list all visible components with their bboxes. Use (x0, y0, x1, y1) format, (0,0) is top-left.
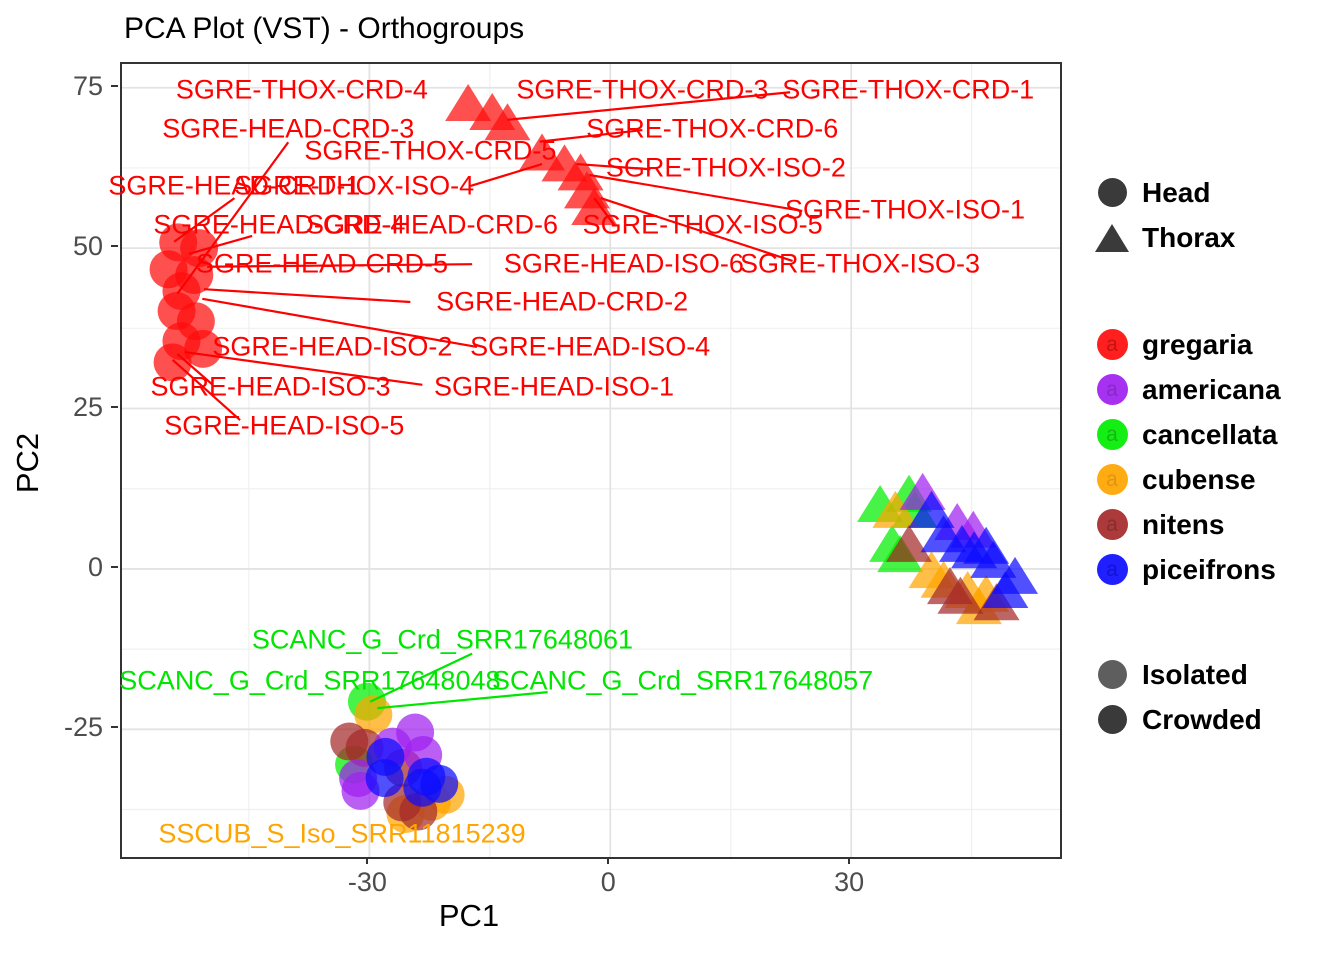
plot-title: PCA Plot (VST) - Orthogroups (124, 12, 525, 45)
legend-key-letter: a (1106, 513, 1118, 536)
y-tick-label: 25 (72, 391, 103, 422)
americana-color-key-icon: a (1096, 374, 1128, 405)
legend-label: piceifrons (1142, 553, 1276, 585)
isolated-alpha-key-icon (1097, 660, 1127, 689)
cubense-color-key-icon: a (1096, 464, 1128, 495)
legend-item-crowded: Crowded (1092, 697, 1344, 742)
point-gregaria-thorax (445, 84, 492, 122)
leader-line (369, 652, 473, 703)
y-tick-label: 75 (72, 70, 103, 101)
leader-line (589, 173, 803, 213)
leader-line (176, 141, 290, 295)
legend-species-group: a gregaria a americana a cancellata a cubense a n… (1092, 322, 1344, 592)
legend-label: cubense (1142, 463, 1256, 495)
leader-line (600, 197, 793, 263)
x-tick-label: 30 (834, 867, 865, 897)
legend-item-thorax: Thorax (1092, 215, 1344, 260)
leader-line (377, 691, 548, 710)
x-tick-mark (848, 857, 851, 864)
scatter-plot-canvas (122, 64, 1060, 857)
leader-line (173, 197, 236, 243)
leader-line (507, 91, 791, 121)
point-gregaria-thorax (519, 133, 566, 171)
legend-key-letter: a (1106, 423, 1118, 446)
legend-item-gregaria: a gregaria (1092, 322, 1344, 367)
point-cubense-head (354, 695, 393, 734)
point-gregaria-thorax (484, 103, 531, 141)
leader-line (171, 358, 241, 421)
cancellata-color-key-icon: a (1096, 419, 1128, 450)
legend-item-isolated: Isolated (1092, 652, 1344, 697)
x-tick-mark (607, 857, 610, 864)
legend-label: Head (1142, 176, 1211, 208)
leader-line (184, 350, 423, 386)
legend-label: gregaria (1142, 328, 1253, 360)
leader-line (593, 197, 616, 226)
point-cubense-thorax (872, 490, 919, 528)
crowded-alpha-key-icon (1097, 705, 1127, 734)
legend-item-cancellata: a cancellata (1092, 412, 1344, 457)
legend-key-letter: a (1106, 558, 1118, 581)
y-tick-label: 50 (72, 231, 103, 262)
y-tick-mark (111, 726, 118, 729)
thorax-triangle-icon (1095, 223, 1129, 252)
point-gregaria-thorax (571, 187, 618, 225)
nitens-color-key-icon: a (1096, 509, 1128, 540)
y-axis-title: PC2 (10, 432, 45, 494)
legend-key-letter: a (1106, 468, 1118, 491)
y-tick-mark (111, 84, 118, 87)
legend-item-nitens: a nitens (1092, 502, 1344, 547)
legend-label: Thorax (1142, 221, 1236, 253)
point-nitens-thorax (937, 576, 984, 614)
leader-line (539, 128, 643, 143)
piceifrons-color-key-icon: a (1096, 554, 1128, 585)
x-tick-label: 0 (600, 867, 616, 897)
y-tick-label: 0 (87, 551, 103, 582)
point-piceifrons-thorax (970, 540, 1017, 578)
y-tick-label: -25 (63, 712, 103, 743)
leader-line (576, 162, 651, 171)
y-tick-mark (111, 245, 118, 248)
legend-shape-group: Head Thorax (1092, 170, 1344, 260)
legend-alpha-group: Isolated Crowded (1092, 652, 1344, 742)
plot-panel: SGRE-THOX-CRD-4 SGRE-THOX-CRD-3 SGRE-THOX-… (108, 62, 1062, 859)
legend-label: Isolated (1142, 658, 1248, 690)
leader-line (470, 163, 543, 187)
point-piceifrons-head (365, 759, 404, 798)
point-gregaria-head (184, 329, 223, 368)
x-axis-title: PC1 (438, 898, 500, 933)
leader-line (176, 353, 213, 385)
legend-label: cancellata (1142, 418, 1278, 450)
legend-label: Crowded (1142, 703, 1262, 735)
legend-label: americana (1142, 373, 1281, 405)
leader-line (188, 234, 253, 255)
leader-line (207, 263, 473, 268)
legend-item-head: Head (1092, 170, 1344, 215)
y-tick-mark (111, 565, 118, 568)
gregaria-color-key-icon: a (1096, 329, 1128, 360)
point-piceifrons-thorax (982, 571, 1029, 609)
point-nitens-thorax (886, 524, 933, 562)
legend-label: nitens (1142, 508, 1225, 540)
legend-key-letter: a (1106, 378, 1118, 401)
legend-key-letter: a (1106, 333, 1118, 356)
x-tick-mark (366, 857, 369, 864)
legend-item-americana: a americana (1092, 367, 1344, 412)
legend-item-cubense: a cubense (1092, 457, 1344, 502)
legend-item-piceifrons: a piceifrons (1092, 547, 1344, 592)
head-circle-icon (1097, 178, 1127, 207)
leader-line (203, 288, 411, 304)
point-piceifrons-head (403, 768, 442, 807)
y-tick-mark (111, 405, 118, 408)
point-gregaria-head (153, 343, 192, 382)
x-tick-label: -30 (347, 867, 387, 897)
leader-line (202, 297, 478, 349)
